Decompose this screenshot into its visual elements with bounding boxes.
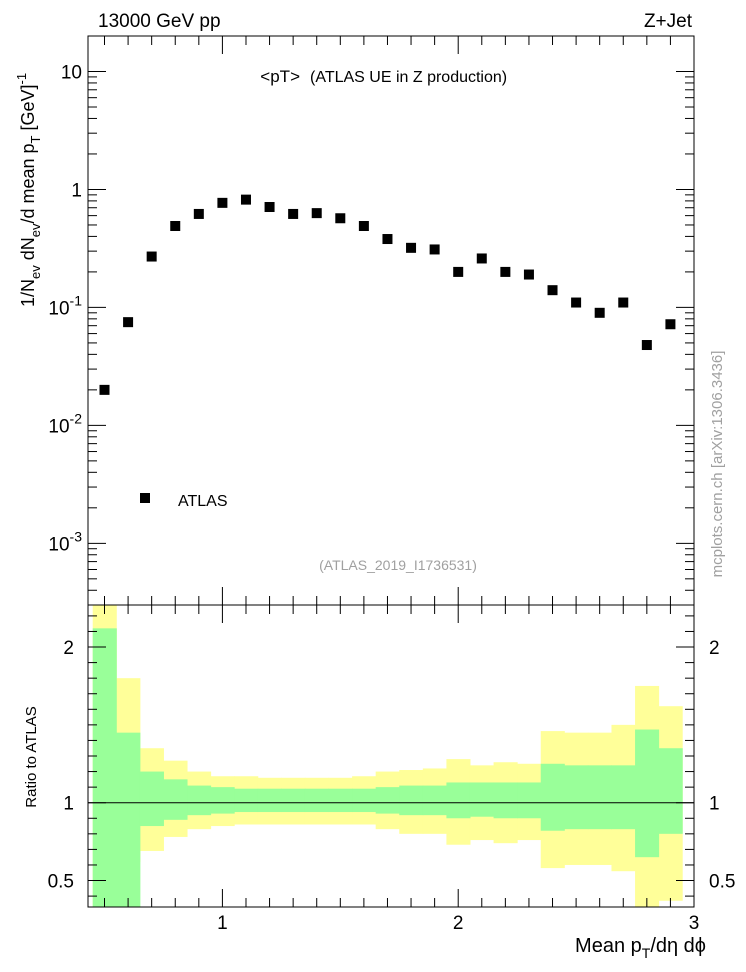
data-point xyxy=(547,285,558,296)
y-tick-label: 10-3 xyxy=(48,528,82,555)
inner-band-bin xyxy=(446,782,471,819)
y-tick-label: 10-2 xyxy=(48,410,82,437)
ratio-y-axis-label: Ratio to ATLAS xyxy=(23,706,40,807)
ratio-y-tick-label: 1 xyxy=(63,794,74,815)
data-point xyxy=(641,340,652,351)
analysis-label: (ATLAS_2019_I1736531) xyxy=(319,557,477,573)
main-x-ticks xyxy=(104,36,671,605)
inner-band-bin xyxy=(493,782,518,819)
inner-band-bin xyxy=(234,788,259,813)
data-point xyxy=(594,307,605,318)
inner-band-bin xyxy=(587,765,612,830)
legend-marker xyxy=(140,493,150,503)
ratio-bands xyxy=(92,605,683,907)
data-point xyxy=(170,221,181,232)
main-marks xyxy=(99,194,676,395)
inner-band-bin xyxy=(540,763,565,831)
x-axis-label: Mean pT/dη dϕ xyxy=(575,935,706,961)
y-tick-label: 10-1 xyxy=(48,292,82,319)
data-point xyxy=(571,297,582,308)
data-point xyxy=(193,208,204,219)
inner-band-bin xyxy=(399,785,424,816)
inner-band-bin xyxy=(469,782,495,817)
legend-label: ATLAS xyxy=(178,493,228,510)
data-point xyxy=(358,221,369,232)
inner-band-bin xyxy=(210,787,235,814)
x-tick-label: 1 xyxy=(217,913,228,934)
x-tick-label: 2 xyxy=(453,913,464,934)
energy-label: 13000 GeV pp xyxy=(98,11,221,32)
plot-title: <pT> xyxy=(260,67,300,86)
inner-band-bin xyxy=(611,765,636,830)
x-tick-label: 3 xyxy=(689,913,700,934)
data-point xyxy=(240,194,251,205)
inner-band-bin xyxy=(163,779,188,820)
inner-band-bin xyxy=(187,785,212,816)
data-point xyxy=(311,208,322,219)
inner-band-bin xyxy=(658,748,683,834)
inner-band-bin xyxy=(139,771,164,827)
data-point xyxy=(217,197,228,208)
inner-band-bin xyxy=(352,788,377,813)
data-point xyxy=(523,269,534,280)
side-label: mcplots.cern.ch [arXiv:1306.3436] xyxy=(709,351,726,578)
inner-band-bin xyxy=(422,785,447,816)
data-point xyxy=(146,251,157,262)
ratio-y-tick-label: 2 xyxy=(709,638,720,659)
plot-title-text: <pT> xyxy=(260,67,300,86)
y-tick-label: 1 xyxy=(71,180,82,201)
inner-band-bin xyxy=(304,788,330,813)
inner-band-bin xyxy=(635,729,660,858)
data-point xyxy=(618,297,629,308)
ratio-panel: 1 2 3 0.5 0.5 1 1 2 2 Ratio to ATLAS Mean pT/dη… xyxy=(23,604,735,961)
inner-band-bin xyxy=(517,782,542,819)
ratio-y-tick-label: 2 xyxy=(63,638,74,659)
ratio-y-ticks: 0.5 0.5 1 1 2 2 xyxy=(48,615,735,897)
inner-band-bin xyxy=(257,788,282,813)
data-point xyxy=(665,319,676,330)
inner-band-bin xyxy=(564,765,589,830)
data-point xyxy=(476,253,487,264)
process-label: Z+Jet xyxy=(644,11,693,32)
inner-band-bin xyxy=(116,732,141,907)
main-y-ticks: 10-3 10-2 10-1 1 10 xyxy=(48,35,694,606)
y-tick-label: 10 xyxy=(61,63,82,84)
plot-subtitle: (ATLAS UE in Z production) xyxy=(310,69,507,86)
ratio-y-tick-label: 0.5 xyxy=(48,872,74,893)
ratio-x-ticks: 1 2 3 xyxy=(104,605,700,934)
inner-band-bin xyxy=(328,788,353,813)
data-point xyxy=(406,242,417,253)
inner-band-bin xyxy=(375,787,400,814)
inner-band-bin xyxy=(281,788,306,813)
data-point xyxy=(453,266,464,277)
data-point xyxy=(500,266,511,277)
data-point xyxy=(288,208,299,219)
inner-band-bin xyxy=(92,628,117,907)
data-point xyxy=(335,213,346,224)
data-point xyxy=(123,317,134,328)
ratio-y-tick-label: 0.5 xyxy=(709,872,735,893)
data-point xyxy=(99,384,110,395)
data-point xyxy=(264,202,275,213)
ratio-y-tick-label: 1 xyxy=(709,794,720,815)
data-point xyxy=(429,244,440,255)
data-point xyxy=(382,234,393,245)
